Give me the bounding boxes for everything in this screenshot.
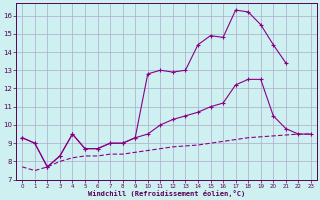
X-axis label: Windchill (Refroidissement éolien,°C): Windchill (Refroidissement éolien,°C) <box>88 190 245 197</box>
